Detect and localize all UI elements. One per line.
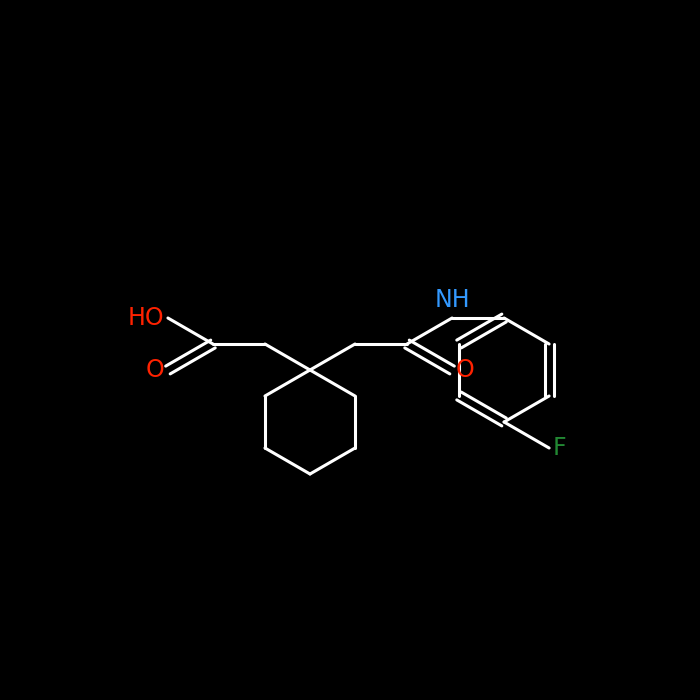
Text: F: F bbox=[553, 436, 567, 460]
Text: O: O bbox=[456, 358, 475, 382]
Text: HO: HO bbox=[127, 306, 164, 330]
Text: O: O bbox=[145, 358, 164, 382]
Text: NH: NH bbox=[434, 288, 470, 312]
